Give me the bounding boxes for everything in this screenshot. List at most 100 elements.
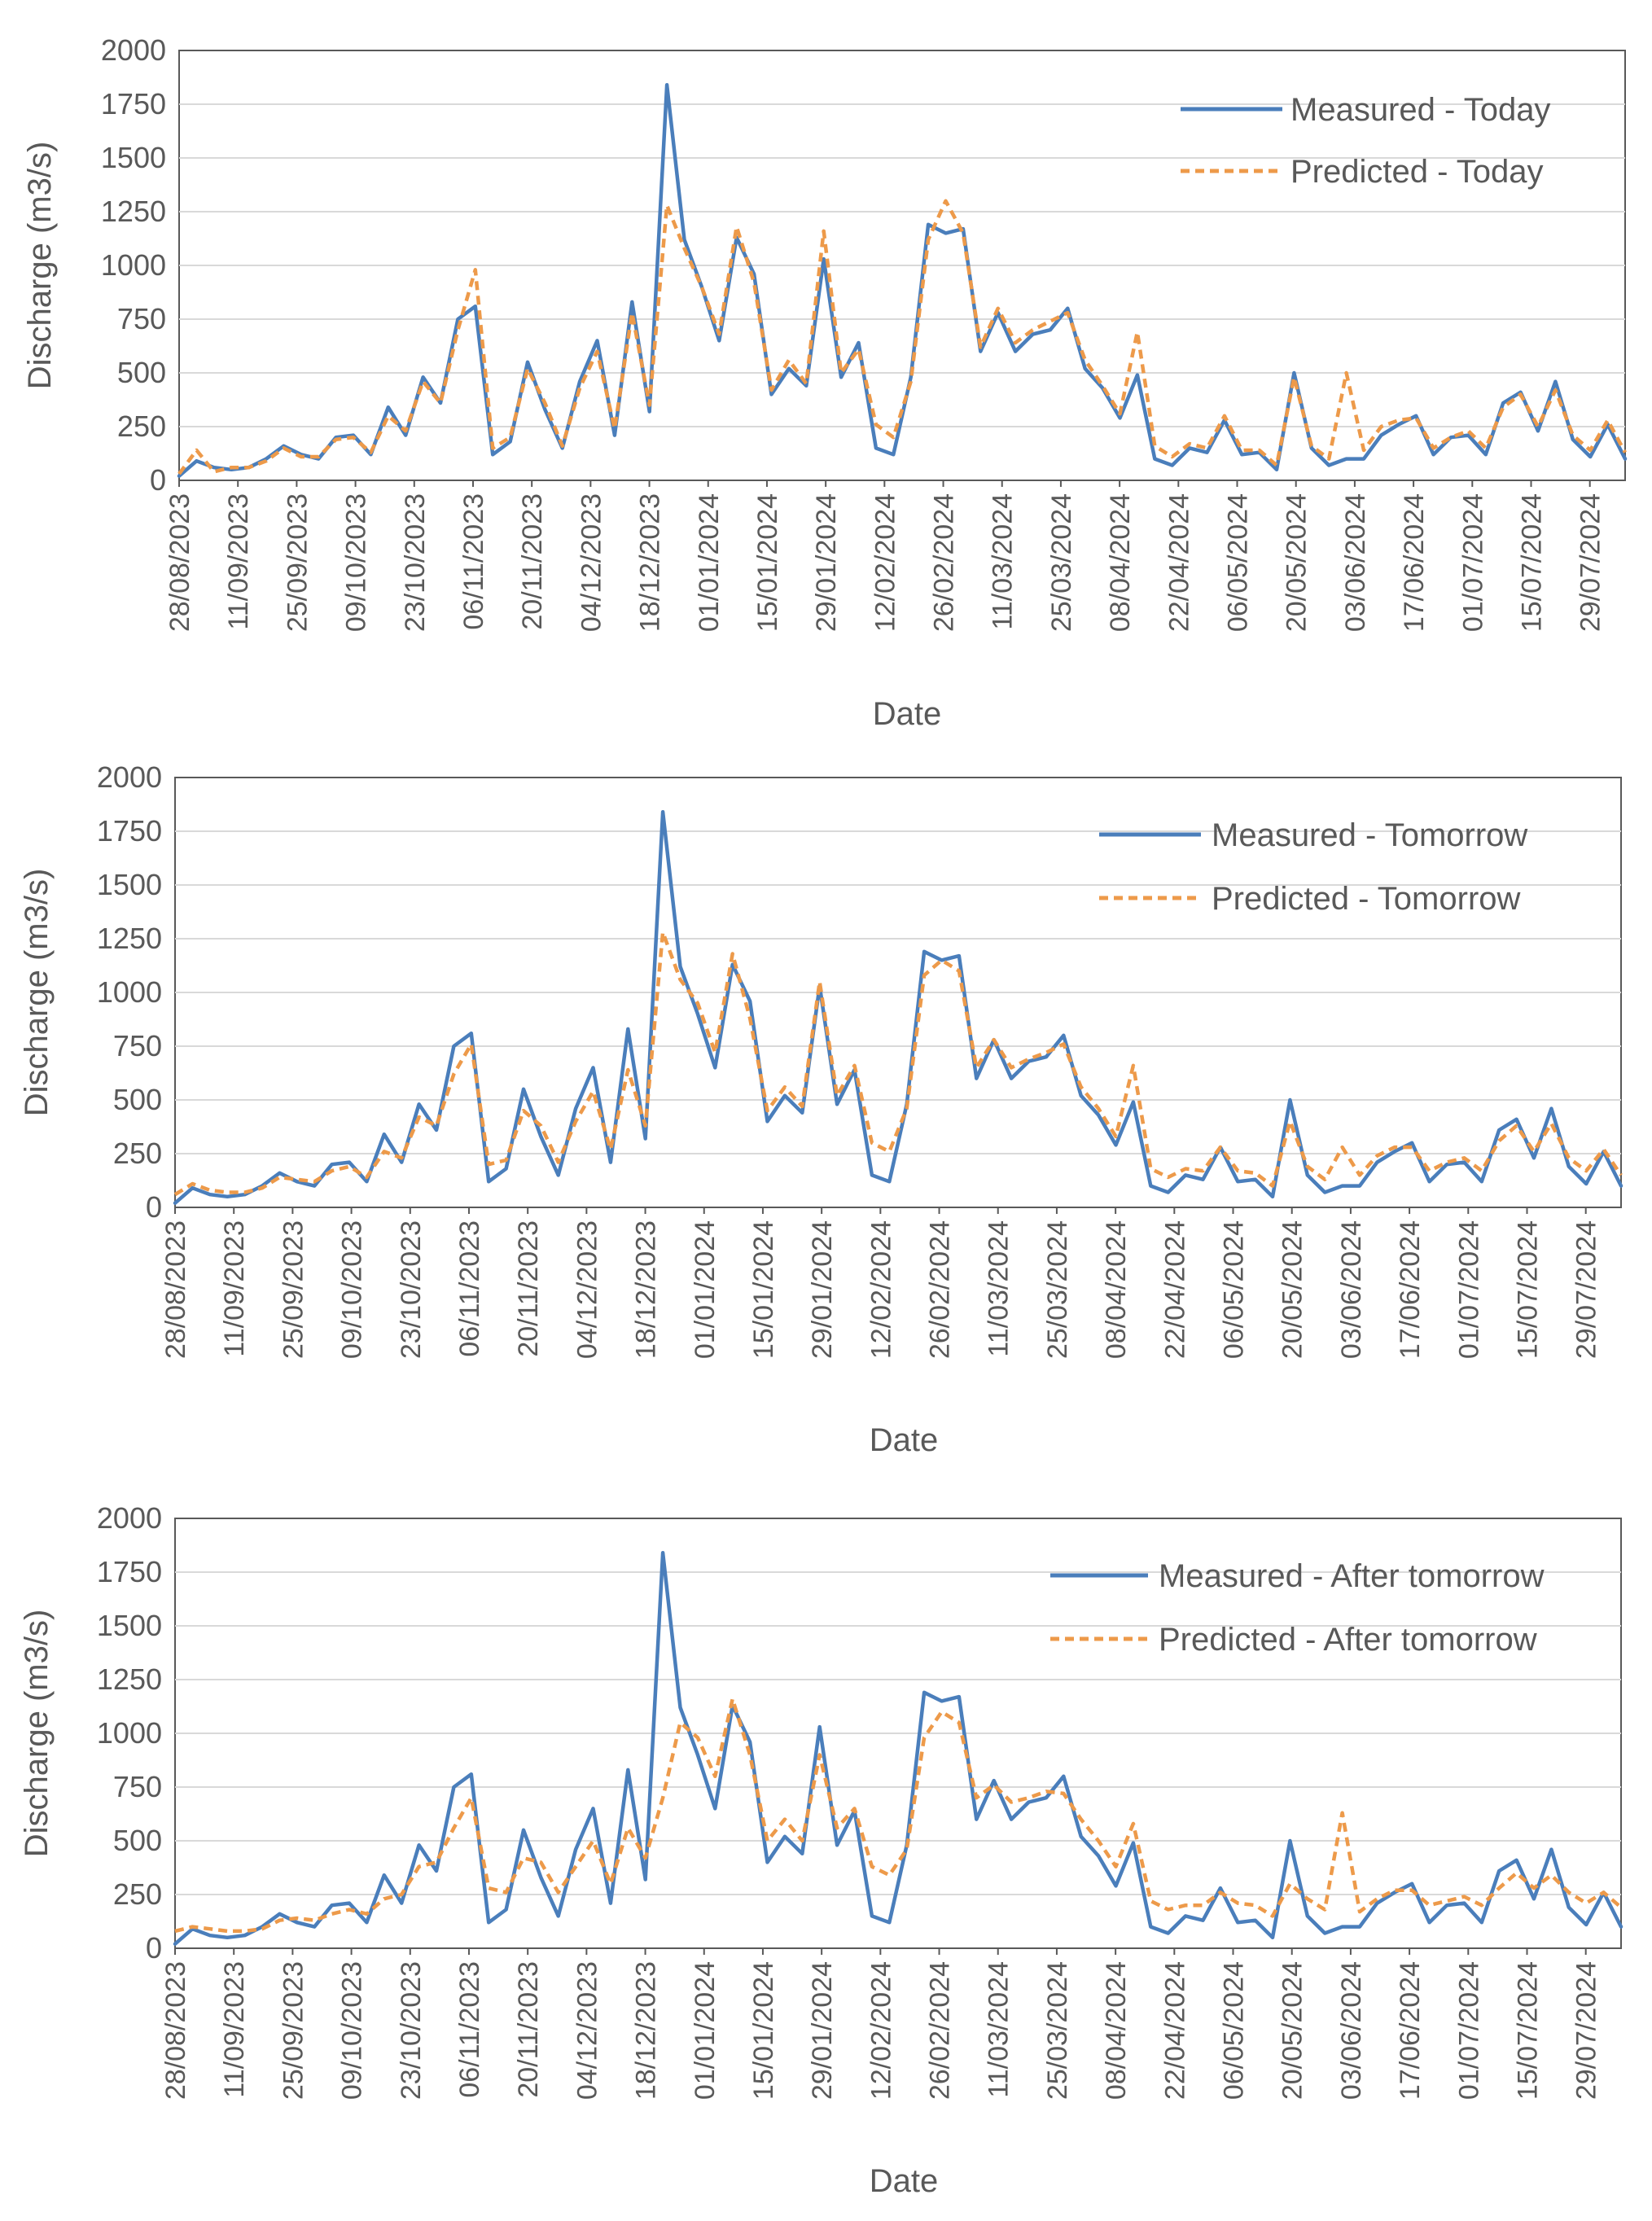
x-tick-label: 12/02/2024 (865, 1220, 896, 1359)
y-tick-label: 0 (146, 1190, 162, 1224)
x-tick-label: 01/01/2024 (694, 493, 725, 632)
x-tick-label: 29/01/2024 (807, 1220, 838, 1359)
y-tick-label: 2000 (97, 1501, 162, 1535)
series-line-measured (173, 1550, 1624, 1946)
y-axis-title: Discharge (m3/s) (19, 1610, 55, 1858)
x-tick-label: 12/02/2024 (870, 493, 900, 632)
legend-label-measured: Measured - Today (1290, 92, 1550, 128)
x-tick-label: 25/09/2023 (278, 1220, 309, 1359)
legend-label-predicted: Predicted - Tomorrow (1212, 881, 1521, 917)
x-tick-label: 09/10/2023 (337, 1961, 368, 2100)
x-tick-label: 28/08/2023 (160, 1220, 191, 1359)
series-line-measured (173, 809, 1624, 1205)
x-tick-label: 15/01/2024 (748, 1220, 779, 1359)
x-tick-label: 22/04/2024 (1159, 1961, 1190, 2100)
x-tick-label: 11/09/2023 (219, 1961, 250, 2098)
y-tick-labels: 0 250 500 750 1000 1250 1500 1750 2000 (97, 760, 162, 1224)
x-tick-label: 15/07/2024 (1512, 1220, 1543, 1359)
x-tick-label: 03/06/2024 (1336, 1961, 1367, 2100)
x-tick-label: 15/01/2024 (748, 1961, 779, 2100)
x-tick-label: 01/07/2024 (1453, 1961, 1484, 2100)
x-tick-label: 01/01/2024 (690, 1961, 721, 2100)
series-line-predicted (177, 199, 1627, 475)
y-tick-label: 1250 (97, 1662, 162, 1696)
x-tick-label: 08/04/2024 (1105, 493, 1136, 632)
y-tick-label: 500 (113, 1083, 162, 1116)
x-tick-labels: 28/08/2023 11/09/2023 25/09/2023 09/10/2023… (160, 1948, 1602, 2100)
data-series-group (173, 809, 1624, 1205)
x-tick-label: 06/11/2023 (458, 493, 489, 630)
y-tick-labels: 0 250 500 750 1000 1250 1500 1750 2000 (97, 1501, 162, 1965)
x-tick-label: 26/02/2024 (925, 1961, 956, 2100)
y-tick-label: 750 (113, 1770, 162, 1803)
legend-label-predicted: Predicted - Today (1290, 154, 1544, 190)
x-tick-label: 06/11/2023 (454, 1220, 485, 1357)
x-tick-label: 18/12/2023 (635, 493, 666, 632)
x-tick-label: 22/04/2024 (1163, 493, 1194, 632)
y-tick-label: 1500 (97, 868, 162, 901)
x-tick-label: 11/09/2023 (223, 493, 254, 630)
y-tick-label: 1500 (101, 141, 166, 174)
x-tick-label: 03/06/2024 (1340, 493, 1371, 632)
y-tick-label: 1750 (97, 1555, 162, 1588)
gridlines (175, 830, 1621, 1154)
x-tick-label: 12/02/2024 (865, 1961, 896, 2100)
gridlines (179, 103, 1625, 427)
x-tick-label: 20/11/2023 (513, 1220, 544, 1357)
series-line-predicted (174, 1697, 1623, 1934)
x-tick-label: 18/12/2023 (631, 1961, 662, 2100)
x-tick-label: 11/03/2024 (984, 1961, 1014, 2098)
y-tick-label: 1500 (97, 1609, 162, 1642)
y-tick-label: 0 (146, 1931, 162, 1965)
series-line-predicted (173, 930, 1623, 1197)
x-axis-title: Date (870, 1422, 939, 1458)
x-tick-label: 09/10/2023 (337, 1220, 368, 1359)
x-tick-label: 25/03/2024 (1042, 1961, 1073, 2100)
x-tick-label: 22/04/2024 (1159, 1220, 1190, 1359)
x-tick-label: 29/01/2024 (807, 1961, 838, 2100)
x-tick-label: 26/02/2024 (925, 1220, 956, 1359)
x-axis-title: Date (873, 696, 942, 732)
y-tick-label: 1750 (101, 87, 166, 120)
x-tick-label: 20/05/2024 (1277, 1961, 1308, 2100)
x-tick-label: 08/04/2024 (1101, 1961, 1132, 2100)
y-axis-title: Discharge (m3/s) (19, 869, 55, 1117)
x-tick-label: 11/03/2024 (988, 493, 1019, 630)
x-tick-label: 25/03/2024 (1046, 493, 1077, 632)
chart-panel-after-tomorrow: 0 250 500 750 1000 1250 1500 1750 2000 28/08/202… (19, 1501, 1624, 2199)
x-axis-title: Date (870, 2163, 939, 2199)
x-tick-label: 04/12/2023 (572, 1220, 603, 1359)
x-tick-label: 01/07/2024 (1453, 1220, 1484, 1359)
y-tick-label: 750 (117, 302, 166, 335)
x-tick-label: 06/11/2023 (454, 1961, 485, 2098)
x-tick-label: 01/01/2024 (690, 1220, 721, 1359)
x-tick-label: 29/07/2024 (1575, 493, 1606, 632)
x-tick-label: 03/06/2024 (1336, 1220, 1367, 1359)
y-tick-label: 250 (113, 1877, 162, 1911)
x-tick-label: 15/07/2024 (1512, 1961, 1543, 2100)
x-tick-label: 01/07/2024 (1457, 493, 1488, 632)
x-tick-label: 25/09/2023 (282, 493, 313, 632)
x-tick-label: 25/09/2023 (278, 1961, 309, 2100)
x-tick-label: 20/05/2024 (1277, 1220, 1308, 1359)
x-tick-label: 17/06/2024 (1395, 1220, 1426, 1359)
y-axis-title: Discharge (m3/s) (22, 142, 58, 390)
x-tick-label: 20/11/2023 (517, 493, 548, 630)
x-tick-label: 11/09/2023 (219, 1220, 250, 1357)
y-tick-label: 1000 (97, 975, 162, 1009)
x-tick-label: 17/06/2024 (1399, 493, 1430, 632)
x-tick-label: 23/10/2023 (396, 1220, 427, 1359)
x-tick-label: 28/08/2023 (164, 493, 195, 632)
x-tick-label: 15/01/2024 (752, 493, 783, 632)
y-tick-label: 1250 (97, 922, 162, 955)
x-tick-label: 18/12/2023 (631, 1220, 662, 1359)
legend: Measured - After tomorrow Predicted - Af… (1050, 1558, 1545, 1658)
legend-label-measured: Measured - Tomorrow (1212, 817, 1527, 853)
x-tick-label: 04/12/2023 (576, 493, 607, 632)
x-tick-label: 04/12/2023 (572, 1961, 603, 2100)
x-tick-label: 20/11/2023 (513, 1961, 544, 2098)
x-tick-label: 06/05/2024 (1223, 493, 1254, 632)
x-tick-label: 06/05/2024 (1219, 1220, 1250, 1359)
y-tick-label: 2000 (101, 33, 166, 67)
x-tick-label: 15/07/2024 (1516, 493, 1547, 632)
